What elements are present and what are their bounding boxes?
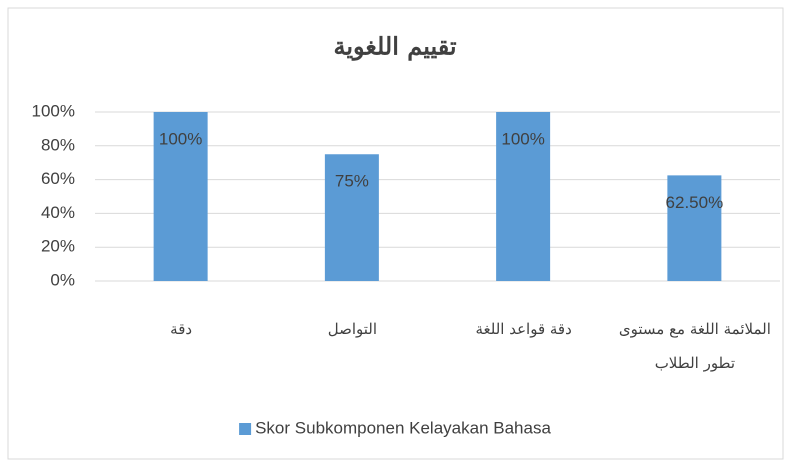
bar [667, 175, 722, 281]
y-tick-label: 60% [41, 169, 75, 188]
y-tick-label: 0% [50, 270, 75, 289]
data-label: 100% [159, 129, 202, 148]
bar [324, 154, 379, 281]
x-tick-label: دقة [170, 320, 193, 338]
x-tick-label: الملائمة اللغة مع مستوى تطور الطلاب [618, 320, 771, 372]
bar [496, 112, 551, 281]
y-tick-label: 100% [32, 101, 75, 120]
x-tick-label: التواصل [327, 320, 378, 338]
bar [153, 112, 208, 281]
y-tick-label: 20% [41, 237, 75, 256]
data-label: 100% [501, 129, 544, 148]
chart-title: تقييم اللغوية [333, 32, 456, 62]
legend-label: Skor Subkomponen Kelayakan Bahasa [255, 418, 551, 437]
y-tick-label: 80% [41, 135, 75, 154]
data-label: 62.50% [666, 193, 724, 212]
legend-swatch [239, 423, 252, 435]
chart-border [7, 7, 784, 460]
y-tick-label: 40% [41, 203, 75, 222]
x-tick-label: دقة قواعد اللغة [475, 320, 572, 338]
data-label: 75% [335, 172, 369, 191]
